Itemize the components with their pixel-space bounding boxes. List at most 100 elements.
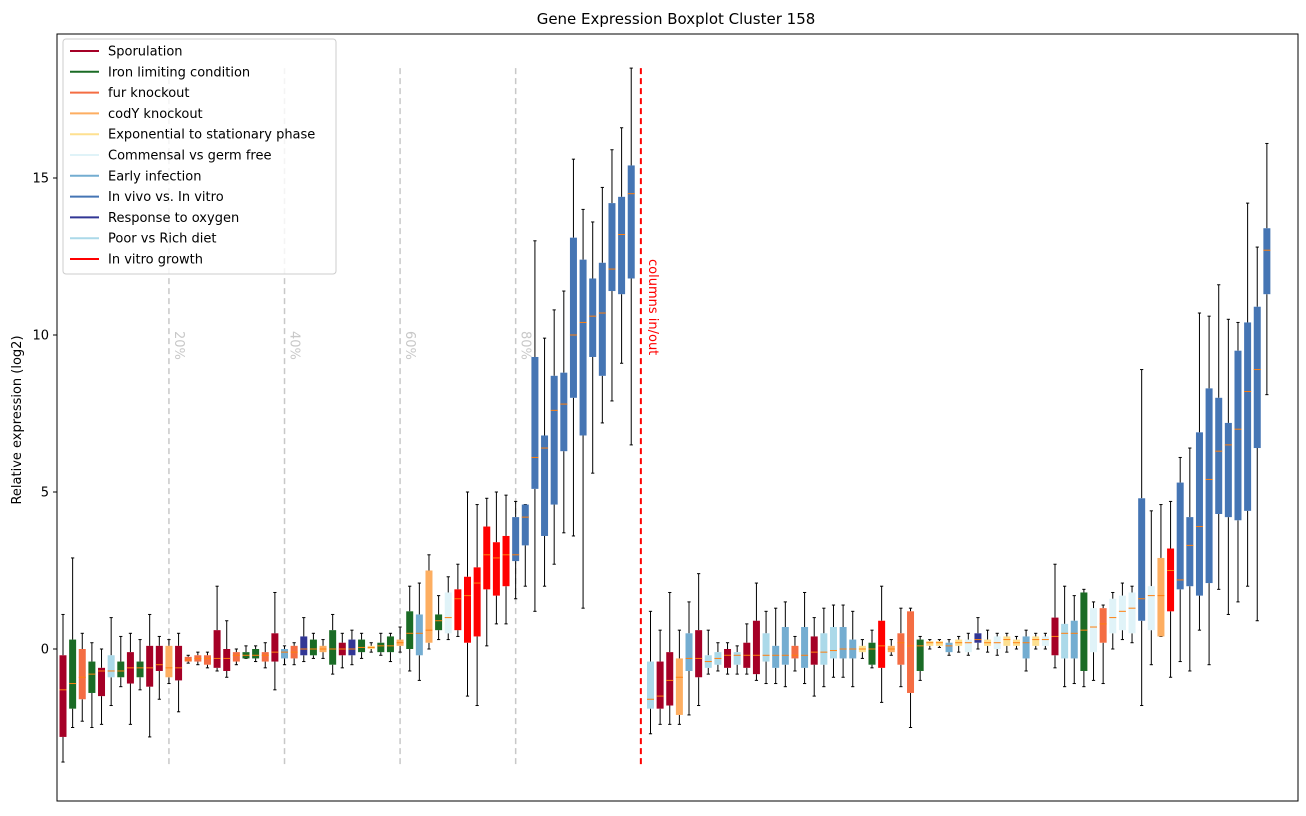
- box-26: [300, 617, 308, 663]
- box-body: [550, 375, 558, 505]
- box-3: [78, 632, 86, 722]
- box-126: [1263, 142, 1271, 396]
- box-body: [1022, 636, 1030, 659]
- box-body: [386, 636, 394, 653]
- box-53: [560, 290, 568, 534]
- box-body: [589, 278, 597, 357]
- box-body: [772, 645, 780, 668]
- box-body: [608, 203, 616, 292]
- boxes: [59, 67, 1271, 763]
- box-body: [271, 633, 279, 662]
- box-96: [974, 617, 982, 650]
- box-17: [213, 585, 221, 672]
- box-body: [579, 259, 587, 436]
- legend-item: In vivo vs. In vitro: [70, 190, 224, 205]
- box-body: [107, 655, 115, 678]
- box-51: [541, 337, 549, 587]
- box-4: [88, 642, 96, 728]
- box-33: [367, 642, 375, 653]
- box-body: [1186, 517, 1194, 587]
- box-body: [69, 639, 77, 709]
- box-120: [1205, 315, 1213, 666]
- box-body: [1061, 623, 1069, 659]
- box-body: [1215, 397, 1223, 514]
- box-57: [598, 186, 606, 424]
- box-41: [444, 576, 452, 641]
- box-body: [1263, 228, 1271, 295]
- legend-item: Sporulation: [70, 45, 183, 60]
- box-21: [252, 645, 260, 663]
- box-113: [1138, 369, 1146, 707]
- box-body: [1128, 592, 1136, 634]
- box-34: [377, 632, 385, 656]
- box-body: [435, 614, 443, 631]
- box-9: [136, 639, 144, 691]
- legend-label: Exponential to stationary phase: [108, 128, 315, 143]
- box-124: [1244, 202, 1252, 587]
- box-109: [1099, 604, 1107, 685]
- box-110: [1109, 591, 1117, 650]
- box-2: [69, 557, 77, 728]
- box-body: [541, 435, 549, 536]
- box-body: [627, 165, 635, 279]
- box-11: [155, 635, 163, 700]
- box-body: [165, 645, 173, 678]
- box-64: [666, 591, 674, 725]
- box-56: [589, 221, 597, 474]
- box-112: [1128, 585, 1136, 644]
- box-103: [1041, 632, 1049, 650]
- box-47: [502, 494, 510, 625]
- box-111: [1118, 582, 1126, 641]
- box-body: [781, 627, 789, 665]
- box-body: [146, 645, 154, 687]
- box-body: [184, 656, 192, 662]
- legend-label: Sporulation: [108, 45, 183, 60]
- box-19: [232, 648, 240, 666]
- box-98: [993, 632, 1001, 656]
- box-44: [473, 504, 481, 707]
- box-body: [1195, 432, 1203, 596]
- box-body: [724, 649, 732, 668]
- box-20: [242, 645, 250, 659]
- box-body: [406, 611, 414, 649]
- box-83: [849, 610, 857, 688]
- box-body: [492, 542, 500, 596]
- box-108: [1090, 601, 1098, 681]
- legend-label: Response to oxygen: [108, 211, 239, 226]
- box-88: [897, 607, 905, 688]
- box-121: [1215, 284, 1223, 590]
- box-body: [656, 661, 664, 709]
- box-body: [252, 649, 260, 659]
- legend-label: Iron limiting condition: [108, 65, 250, 80]
- box-body: [1090, 608, 1098, 653]
- box-body: [203, 655, 211, 665]
- box-72: [743, 623, 751, 675]
- y-axis-label: Relative expression (log2): [10, 335, 25, 504]
- box-93: [945, 639, 953, 656]
- box-43: [464, 491, 472, 697]
- percentile-marker-label: 60%: [402, 331, 417, 360]
- legend-label: fur knockout: [108, 86, 190, 101]
- plot-frame: [56, 33, 1299, 802]
- box-body: [425, 570, 433, 643]
- box-48: [512, 500, 520, 600]
- box-97: [984, 629, 992, 653]
- box-89: [907, 607, 915, 728]
- box-123: [1234, 321, 1242, 603]
- box-body: [213, 630, 221, 668]
- box-24: [281, 645, 289, 666]
- box-body: [945, 642, 953, 653]
- box-body: [1099, 608, 1107, 643]
- box-body: [1234, 350, 1242, 521]
- legend-item: codY knockout: [70, 107, 203, 122]
- box-95: [964, 632, 972, 656]
- box-52: [550, 309, 558, 565]
- box-body: [733, 652, 741, 665]
- box-body: [88, 661, 96, 693]
- box-body: [454, 589, 462, 631]
- box-body: [1224, 422, 1232, 518]
- box-45: [483, 497, 491, 647]
- box-66: [685, 601, 693, 716]
